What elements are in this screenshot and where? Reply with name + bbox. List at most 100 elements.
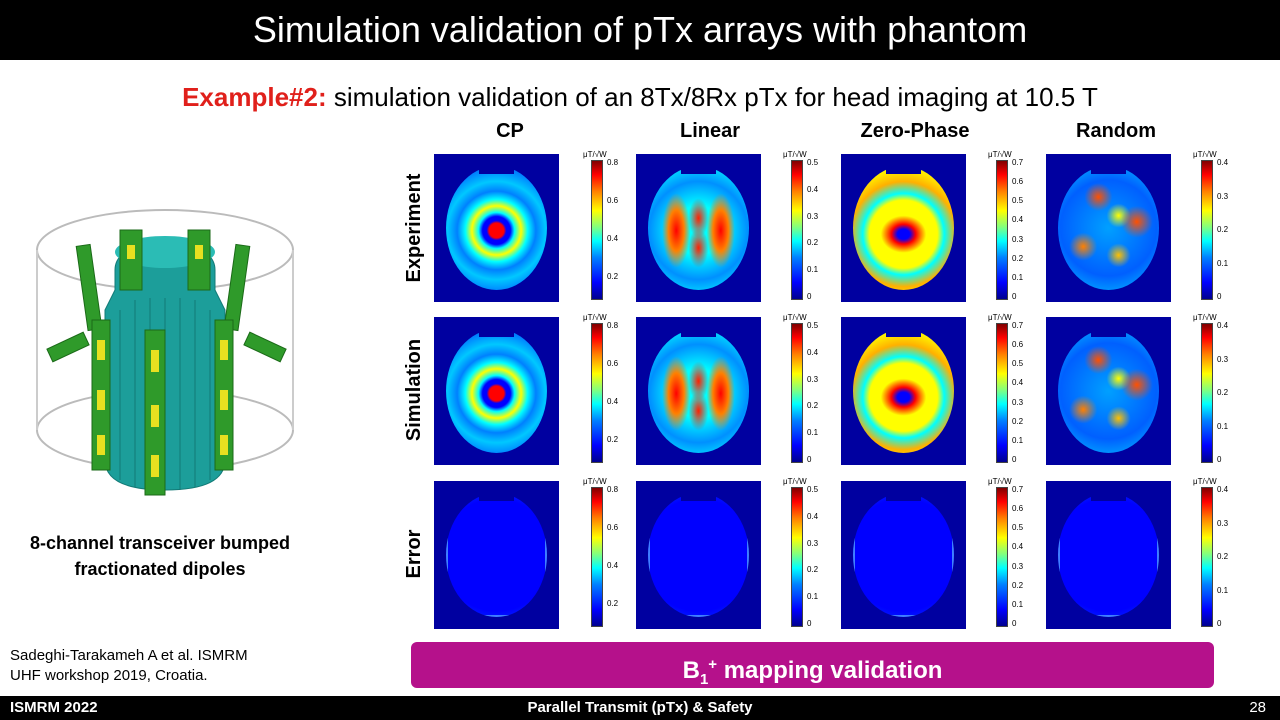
colorbar-unit: μT/√W [583,313,607,322]
colorbar-tick-label: 0 [1217,455,1222,464]
colorbar-tick-label: 0.4 [607,234,619,243]
colorbar-tick-label: 0.3 [1217,354,1229,364]
colorbar-tick-label: 0.5 [1012,523,1024,533]
colorbar-tick-label: 0 [1012,292,1017,301]
colorbar-tick-label: 0.7 [1012,485,1024,494]
colorbar-tick-label: 0 [1012,619,1017,628]
colorbar-tick-label: 0.3 [1012,234,1024,244]
colorbar-tick-label: 0.5 [1012,359,1024,369]
colorbar-tick-label: 0.4 [607,561,619,570]
colorbar-experiment-zero-phase [996,160,1008,300]
row-header-error: Error [403,529,425,579]
colorbar-tick-label: 0 [1012,455,1017,464]
colorbar-tick-label: 0.8 [607,158,619,167]
b1-map-experiment-random [1046,154,1171,302]
colorbar-tick-label: 0.2 [1217,388,1229,397]
b1-map-experiment-cp [434,154,559,302]
colorbar-tick-label: 0.2 [1012,253,1024,263]
b1-map-error-zero-phase [841,481,966,629]
colorbar-tick-label: 0 [807,619,812,628]
colorbar-tick-label: 0.6 [607,523,619,532]
colorbar-tick-label: 0 [1217,292,1222,301]
column-header-zero-phase: Zero-Phase [860,120,970,142]
colorbar-tick-label: 0.6 [1012,177,1024,187]
colorbar-tick-label: 0.4 [1012,542,1024,552]
colorbar-tick-label: 0.6 [1012,340,1024,350]
colorbar-tick-label: 0.4 [1012,215,1024,225]
colorbar-unit: μT/√W [783,313,807,322]
colorbar-tick-label: 0.3 [807,374,819,384]
column-header-linear: Linear [679,120,741,142]
footer-conference: ISMRM 2022 [10,699,98,716]
colorbar-tick-label: 0.5 [807,158,819,167]
colorbar-tick-label: 0.3 [807,211,819,221]
colorbar-unit: μT/√W [1193,477,1217,486]
colorbar-unit: μT/√W [988,150,1012,159]
colorbar-error-random [1201,487,1213,627]
colorbar-unit: μT/√W [783,150,807,159]
page-number: 28 [1249,699,1266,716]
coil-caption: 8-channel transceiver bumped fractionated… [29,533,291,579]
colorbar-simulation-random [1201,323,1213,463]
colorbar-tick-label: 0.1 [1217,421,1229,431]
colorbar-tick-label: 0.1 [1012,599,1024,609]
slide-subtitle: Example#2: simulation validation of an 8… [0,82,1280,113]
colorbar-tick-label: 0.4 [1217,321,1229,330]
colorbar-tick-label: 0.3 [807,538,819,548]
b1-map-simulation-linear [636,317,761,465]
subtitle-highlight: Example#2: [182,82,327,112]
colorbar-tick-label: 0.2 [1217,225,1229,234]
colorbar-tick-label: 0.3 [1217,191,1229,201]
colorbar-tick-label: 0.2 [1012,580,1024,590]
colorbar-tick-label: 0.1 [1012,272,1024,282]
colorbar-error-cp [591,487,603,627]
colorbar-tick-label: 0.4 [607,397,619,406]
colorbar-unit: μT/√W [783,477,807,486]
colorbar-experiment-random [1201,160,1213,300]
colorbar-tick-label: 0 [807,292,812,301]
colorbar-tick-label: 0.6 [607,359,619,368]
b1-mapping-banner: B1+ mapping validation [411,642,1214,688]
colorbar-simulation-cp [591,323,603,463]
colorbar-simulation-linear [791,323,803,463]
colorbar-tick-label: 0.3 [1012,397,1024,407]
reference-citation: Sadeghi-Tarakameh A et al. ISMRM UHF work… [10,647,248,684]
colorbar-tick-label: 0.2 [607,272,619,281]
footer-topic: Parallel Transmit (pTx) & Safety [527,699,753,716]
colorbar-tick-label: 0.2 [607,599,619,608]
colorbar-tick-label: 0.1 [1012,435,1024,445]
colorbar-error-zero-phase [996,487,1008,627]
colorbar-unit: μT/√W [1193,150,1217,159]
footer-bar: ISMRM 2022 Parallel Transmit (pTx) & Saf… [0,696,1280,720]
colorbar-tick-label: 0.2 [1012,416,1024,426]
colorbar-tick-label: 0.4 [1217,485,1229,494]
colorbar-unit: μT/√W [583,477,607,486]
colorbar-tick-label: 0 [1217,619,1222,628]
b1-map-experiment-zero-phase [841,154,966,302]
colorbar-tick-label: 0.5 [1012,196,1024,206]
colorbar-tick-label: 0.7 [1012,158,1024,167]
colorbar-tick-label: 0 [807,455,812,464]
colorbar-simulation-zero-phase [996,323,1008,463]
row-header-experiment: Experiment [403,173,425,283]
b1-map-error-linear [636,481,761,629]
colorbar-tick-label: 0.7 [1012,321,1024,330]
colorbar-experiment-linear [791,160,803,300]
colorbar-tick-label: 0.2 [807,238,819,248]
column-header-cp: CP [496,120,524,142]
colorbar-tick-label: 0.4 [807,347,819,357]
colorbar-tick-label: 0.2 [807,565,819,575]
colorbar-tick-label: 0.4 [807,511,819,521]
colorbar-tick-label: 0.5 [807,321,819,330]
colorbar-tick-label: 0.1 [1217,258,1229,268]
colorbar-tick-label: 0.6 [607,196,619,205]
colorbar-tick-label: 0.1 [807,265,819,275]
b1-map-error-cp [434,481,559,629]
colorbar-tick-label: 0.2 [607,435,619,444]
slide-title: Simulation validation of pTx arrays with… [0,0,1280,60]
colorbar-unit: μT/√W [988,313,1012,322]
colorbar-tick-label: 0.1 [807,428,819,438]
colorbar-tick-label: 0.4 [807,184,819,194]
colorbar-tick-label: 0.2 [1217,552,1229,561]
row-header-simulation: Simulation [403,338,425,442]
